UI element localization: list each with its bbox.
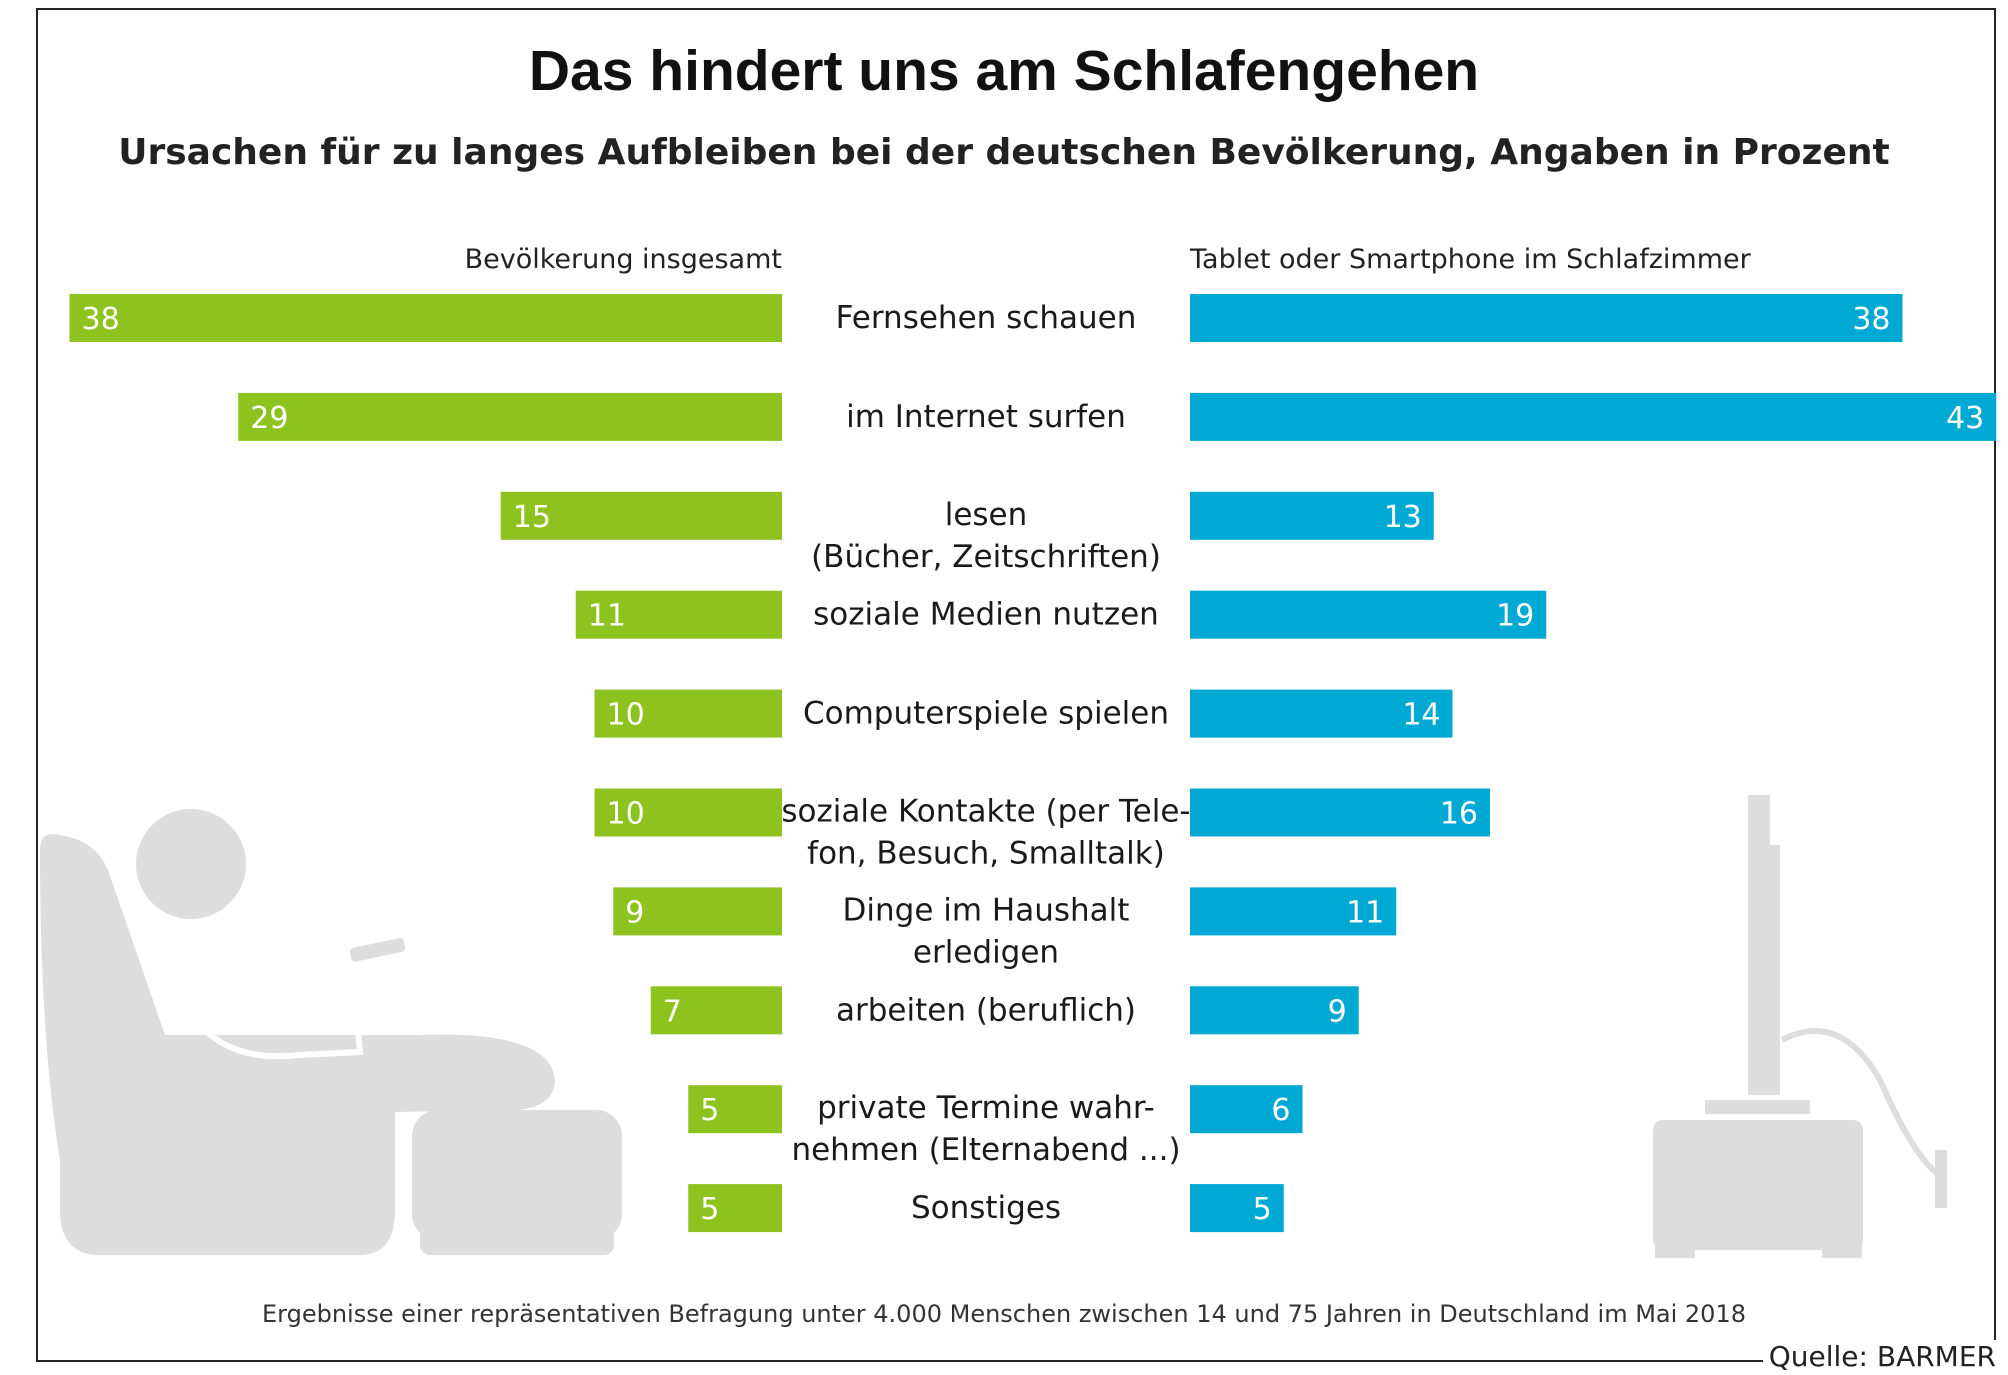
bar-left <box>688 1184 782 1233</box>
bar-left <box>575 590 782 639</box>
category-label: lesen (Bücher, Zeitschriften) <box>811 497 1161 575</box>
frame-bottom-line <box>36 1360 1766 1362</box>
legend-series-right: Tablet oder Smartphone im Schlafzimmer <box>1190 244 1751 275</box>
bar-right <box>1190 590 1547 639</box>
footstool-icon <box>412 1110 622 1255</box>
bar-right <box>1190 491 1434 540</box>
category-label: Dinge im Haushalt erledigen <box>843 892 1130 970</box>
bar-left <box>594 689 782 738</box>
bar-right <box>1190 986 1359 1035</box>
bar-left <box>688 1085 782 1134</box>
category-label: Computerspiele spielen <box>803 696 1169 732</box>
footnote: Ergebnisse einer repräsentativen Befragu… <box>261 1300 1746 1328</box>
chart-subtitle: Ursachen für zu langes Aufbleiben bei de… <box>118 132 1890 173</box>
data-label-right: 43 <box>1946 401 1984 436</box>
bar-right <box>1190 887 1397 936</box>
category-label: soziale Kontakte (per Tele-fon, Besuch, … <box>781 794 1190 872</box>
bar-right <box>1190 788 1490 837</box>
data-label-left: 15 <box>513 500 551 535</box>
data-label-left: 10 <box>607 797 645 832</box>
data-label-right: 11 <box>1346 895 1384 930</box>
data-label-left: 5 <box>700 1093 719 1128</box>
bar-right <box>1190 1184 1284 1233</box>
person-in-armchair-with-remote-icon <box>40 809 555 1255</box>
chart-frame <box>36 8 1996 1362</box>
data-label-left: 11 <box>588 599 626 634</box>
data-label-right: 9 <box>1328 994 1347 1029</box>
bar-left <box>613 887 782 936</box>
category-label: private Termine wahr-nehmen (Elternabend… <box>791 1090 1180 1168</box>
bar-right <box>1190 392 1997 441</box>
tv-on-stand-icon <box>1653 795 1947 1258</box>
data-label-left: 10 <box>607 698 645 733</box>
category-label: arbeiten (beruflich) <box>836 992 1136 1028</box>
data-label-right: 14 <box>1402 698 1440 733</box>
data-label-left: 7 <box>663 994 682 1029</box>
bar-right <box>1190 1085 1303 1134</box>
bar-left <box>650 986 782 1035</box>
chart-title: Das hindert uns am Schlafengehen <box>528 39 1480 103</box>
data-label-right: 38 <box>1852 302 1890 337</box>
category-label: soziale Medien nutzen <box>813 597 1159 633</box>
legend-series-left: Bevölkerung insgesamt <box>464 244 782 275</box>
data-label-left: 29 <box>250 401 288 436</box>
bar-left <box>69 294 782 342</box>
data-label-right: 5 <box>1253 1192 1272 1227</box>
category-label: Fernsehen schauen <box>836 300 1137 336</box>
category-label: im Internet surfen <box>846 399 1126 435</box>
data-label-right: 19 <box>1496 599 1534 634</box>
data-label-left: 9 <box>625 895 644 930</box>
bar-left <box>238 392 782 441</box>
source-credit: Quelle: BARMER <box>1762 1340 1996 1373</box>
bar-right <box>1190 689 1453 738</box>
data-label-right: 16 <box>1440 797 1478 832</box>
bar-left <box>594 788 782 837</box>
bar-right <box>1190 294 1903 342</box>
data-label-right: 6 <box>1271 1093 1290 1128</box>
data-label-left: 5 <box>700 1192 719 1227</box>
bar-left <box>500 491 782 540</box>
category-label: Sonstiges <box>911 1190 1061 1226</box>
data-label-left: 38 <box>82 302 120 337</box>
data-label-right: 13 <box>1384 500 1422 535</box>
